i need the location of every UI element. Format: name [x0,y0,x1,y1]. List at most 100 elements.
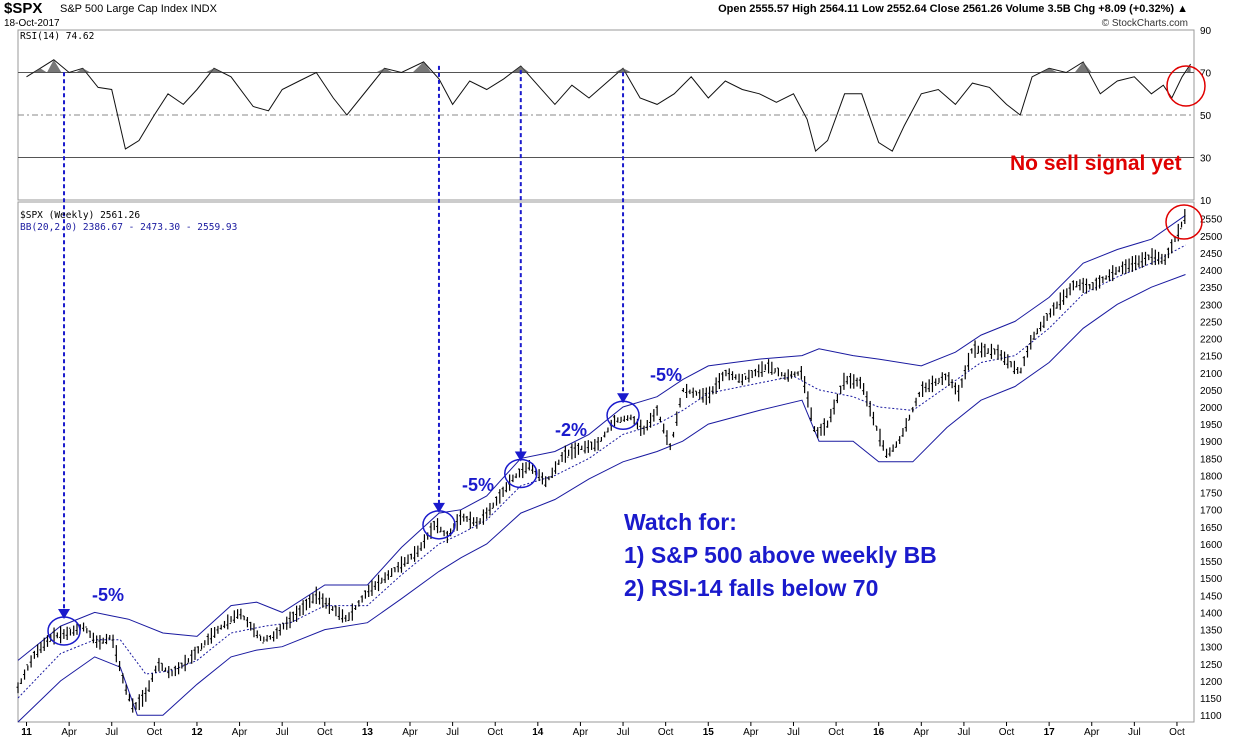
price-tick-label: 2100 [1200,369,1223,380]
price-tick-label: 1600 [1200,540,1223,551]
price-tick-label: 2400 [1200,266,1223,277]
rsi-overbought-shade [1040,68,1058,73]
price-tick-label: 2500 [1200,232,1223,243]
x-tick-label: Jul [105,727,118,737]
x-tick-label: Apr [914,727,930,737]
rsi-overbought-shade [375,68,393,73]
chart-subtitle: S&P 500 Large Cap Index INDX [60,3,217,15]
bollinger-legend: BB(20,2.0) 2386.67 - 2473.30 - 2559.93 [20,222,238,233]
price-tick-label: 1800 [1200,471,1223,482]
signal-arrowhead [432,502,445,513]
signal-arrowhead [514,451,527,462]
watch-item-1: 1) S&P 500 above weekly BB [624,542,937,568]
bb-middle-line [17,244,1186,699]
rsi-tick-label: 10 [1200,196,1212,207]
rsi-panel: 90 70 50 30 10 [17,26,1212,207]
chart-symbol: $SPX [4,0,43,17]
x-tick-label: Jul [446,727,459,737]
watch-item-2: 2) RSI-14 falls below 70 [624,575,878,601]
annotations: -5% -5% -2% -5% No sell signal yet Watch for:… [47,65,1206,646]
x-tick-label: Oct [828,727,844,737]
x-tick-label: 11 [21,727,32,737]
pullback-label: -5% [650,365,682,385]
price-tick-label: 2050 [1200,386,1223,397]
x-tick-label: Oct [487,727,503,737]
rsi-overbought-shade [205,68,223,73]
x-tick-label: 13 [362,727,374,737]
x-tick-label: 16 [873,727,885,737]
rsi-overbought-shade [512,66,530,73]
price-tick-label: 1550 [1200,557,1223,568]
price-tick-label: 1750 [1200,489,1223,500]
x-axis: 11 Apr Jul Oct 12 Apr Jul Oct 13 Apr Jul Oct 14 Apr Ju… [21,722,1185,737]
rsi-overbought-shade [46,59,62,73]
price-bars [16,209,1186,713]
price-tick-label: 1450 [1200,591,1223,602]
signal-arrowhead [617,393,630,404]
x-tick-label: Oct [999,727,1015,737]
x-tick-label: 15 [703,727,715,737]
bb-upper-line [17,214,1186,661]
signal-circle [504,458,538,489]
x-tick-label: Apr [402,727,418,737]
no-sell-signal-label: No sell signal yet [1010,152,1182,175]
rsi-tick-label: 70 [1200,69,1212,80]
price-tick-label: 2350 [1200,283,1223,294]
x-tick-label: Apr [573,727,589,737]
x-tick-label: Jul [276,727,289,737]
price-tick-label: 1200 [1200,677,1223,688]
price-tick-label: 1900 [1200,437,1223,448]
watch-title: Watch for: [624,509,737,535]
price-legend: $SPX (Weekly) 2561.26 [20,210,141,221]
price-red-circle [1165,204,1203,240]
signal-circle [606,400,640,431]
price-tick-label: 1850 [1200,454,1223,465]
x-tick-label: Oct [147,727,163,737]
rsi-tick-label: 50 [1200,111,1212,122]
ohlc-summary: Open 2555.57 High 2564.11 Low 2552.64 Cl… [718,3,1188,15]
price-tick-label: 2250 [1200,317,1223,328]
price-tick-label: 1300 [1200,643,1223,654]
rsi-overbought-shade [33,68,47,73]
chart-date: 18-Oct-2017 [4,18,60,29]
price-tick-label: 2450 [1200,249,1223,260]
rsi-red-circle [1166,65,1206,107]
x-tick-label: Jul [1128,727,1141,737]
pullback-label: -5% [92,585,124,605]
stockcharts-credit: © StockCharts.com [1101,18,1188,29]
price-tick-label: 2550 [1200,215,1223,226]
price-tick-label: 2300 [1200,300,1223,311]
signal-circle [47,616,81,646]
x-tick-label: 12 [191,727,203,737]
x-tick-label: Oct [658,727,674,737]
pullback-label: -5% [462,475,494,495]
price-tick-label: 2150 [1200,352,1223,363]
x-tick-label: Apr [232,727,248,737]
price-tick-label: 1350 [1200,626,1223,637]
price-tick-label: 1150 [1200,694,1222,705]
price-tick-label: 1250 [1200,660,1223,671]
rsi-legend: RSI(14) 74.62 [20,31,95,42]
x-tick-label: 14 [532,727,544,737]
rsi-overbought-shade [1074,61,1092,73]
rsi-overbought-shade [412,61,432,73]
rsi-overbought-shade [75,68,91,73]
signal-circle [422,510,456,540]
price-tick-label: 2200 [1200,335,1223,346]
price-tick-label: 1400 [1200,608,1223,619]
price-tick-label: 1650 [1200,523,1223,534]
pullback-label: -2% [555,420,587,440]
price-panel: 1100 1150 1200 1250 1300 1350 1400 1450 1500 1550… [16,201,1223,723]
price-frame [17,201,1195,723]
x-tick-label: Apr [1084,727,1100,737]
bb-lower-line [17,274,1186,723]
rsi-tick-label: 90 [1200,26,1212,37]
rsi-overbought-shade [614,68,632,73]
price-tick-label: 1700 [1200,506,1223,517]
x-tick-label: Apr [743,727,759,737]
x-tick-label: Jul [958,727,971,737]
price-tick-label: 1500 [1200,574,1223,585]
price-tick-label: 1100 [1200,711,1222,722]
rsi-line [26,59,1192,153]
